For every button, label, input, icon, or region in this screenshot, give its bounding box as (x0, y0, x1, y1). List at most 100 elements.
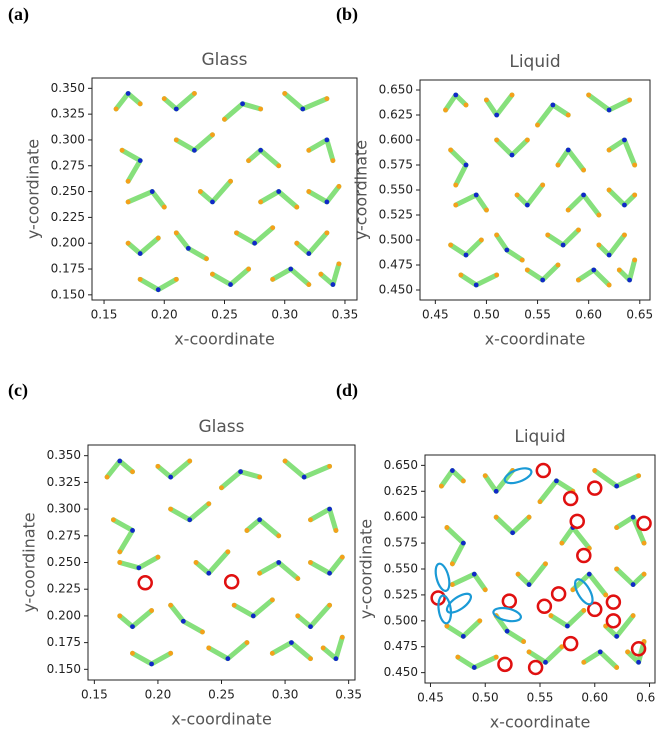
center-atom (463, 252, 469, 258)
center-atom (333, 656, 339, 662)
center-atom (564, 623, 570, 629)
bond (514, 182, 546, 208)
end-atom (276, 163, 282, 169)
center-atom (238, 469, 243, 475)
end-atom (596, 242, 602, 248)
x-tick-label: 0.20 (145, 688, 172, 702)
highlight-circle (137, 575, 153, 591)
end-atom (270, 276, 276, 282)
plot-frame (424, 454, 656, 684)
center-atom (327, 570, 332, 576)
x-tick-label: 0.15 (81, 688, 108, 702)
bond (515, 561, 548, 588)
bond (448, 147, 469, 188)
center-atom (614, 483, 620, 489)
highlight-circle (605, 594, 622, 610)
center-atom (210, 199, 215, 205)
end-atom (603, 592, 609, 598)
end-atom (137, 276, 143, 282)
end-atom (198, 189, 203, 194)
y-tick-label: 0.250 (51, 184, 85, 198)
end-atom (187, 458, 193, 464)
bond (308, 554, 345, 576)
bond (606, 137, 638, 168)
bond (444, 525, 466, 567)
end-atom (173, 276, 179, 282)
center-atom (622, 137, 627, 143)
highlight-circle (535, 462, 552, 479)
center-atom (550, 102, 556, 108)
end-atom (339, 634, 345, 640)
end-atom (614, 525, 620, 530)
center-atom (130, 528, 135, 533)
bond (155, 458, 193, 480)
y-axis-label: y-coordinate (24, 139, 43, 239)
end-atom (453, 182, 459, 188)
y-tick-label: 0.475 (379, 258, 413, 272)
end-atom (117, 613, 123, 619)
y-axis-label: y-coordinate (352, 140, 371, 240)
end-atom (494, 137, 500, 143)
end-atom (295, 613, 301, 619)
center-atom (300, 106, 306, 112)
bond (193, 549, 231, 576)
end-atom (576, 227, 581, 233)
chart-title: Liquid (509, 52, 560, 72)
end-atom (478, 237, 484, 243)
y-tick-label: 0.600 (384, 510, 418, 524)
center-atom (471, 571, 477, 577)
end-atom (448, 147, 454, 153)
end-atom (244, 528, 250, 533)
chart-title: Liquid (514, 427, 565, 447)
end-atom (449, 582, 455, 587)
center-atom (510, 530, 516, 536)
end-atom (276, 533, 282, 539)
end-atom (596, 212, 602, 218)
end-atom (130, 469, 135, 475)
center-atom (630, 582, 636, 587)
end-atom (439, 483, 444, 489)
end-atom (606, 147, 612, 153)
end-atom (581, 659, 587, 665)
highlight-circle (587, 601, 603, 618)
end-atom (576, 277, 581, 283)
panel: (c) Glass x-coordinate y-coordinate 0.15 0.20… (8, 380, 362, 728)
bond (244, 517, 282, 539)
end-atom (463, 102, 469, 108)
end-atom (149, 608, 154, 613)
end-atom (191, 91, 197, 96)
end-atom (477, 618, 483, 624)
end-atom (592, 468, 598, 473)
end-atom (294, 240, 300, 246)
end-atom (318, 271, 324, 277)
end-atom (494, 272, 500, 278)
end-atom (258, 106, 264, 112)
y-axis-label: y-coordinate (20, 512, 39, 612)
center-atom (526, 582, 532, 587)
center-atom (460, 633, 466, 639)
end-atom (565, 207, 571, 213)
highlight-circle (536, 598, 553, 615)
end-atom (586, 92, 592, 98)
y-tick-label: 0.525 (379, 208, 413, 222)
end-atom (125, 240, 131, 246)
end-atom (570, 587, 576, 593)
end-atom (327, 602, 332, 608)
end-atom (336, 261, 342, 267)
end-atom (614, 665, 620, 670)
x-axis-label: x-coordinate (485, 330, 586, 349)
panel: (d) Liquid x-coordinate y-coordinate 0.45 0.5… (336, 380, 656, 731)
bond (219, 469, 263, 491)
highlight-ellipse (434, 562, 451, 593)
end-atom (514, 192, 520, 198)
end-atom (155, 463, 161, 469)
center-atom (493, 488, 499, 494)
x-axis-label: x-coordinate (174, 330, 275, 349)
end-atom (130, 650, 135, 656)
end-atom (269, 650, 275, 656)
highlight-ellipse (445, 592, 473, 614)
center-atom (206, 570, 212, 576)
y-tick-label: 0.225 (51, 210, 85, 224)
center-atom (258, 147, 264, 153)
